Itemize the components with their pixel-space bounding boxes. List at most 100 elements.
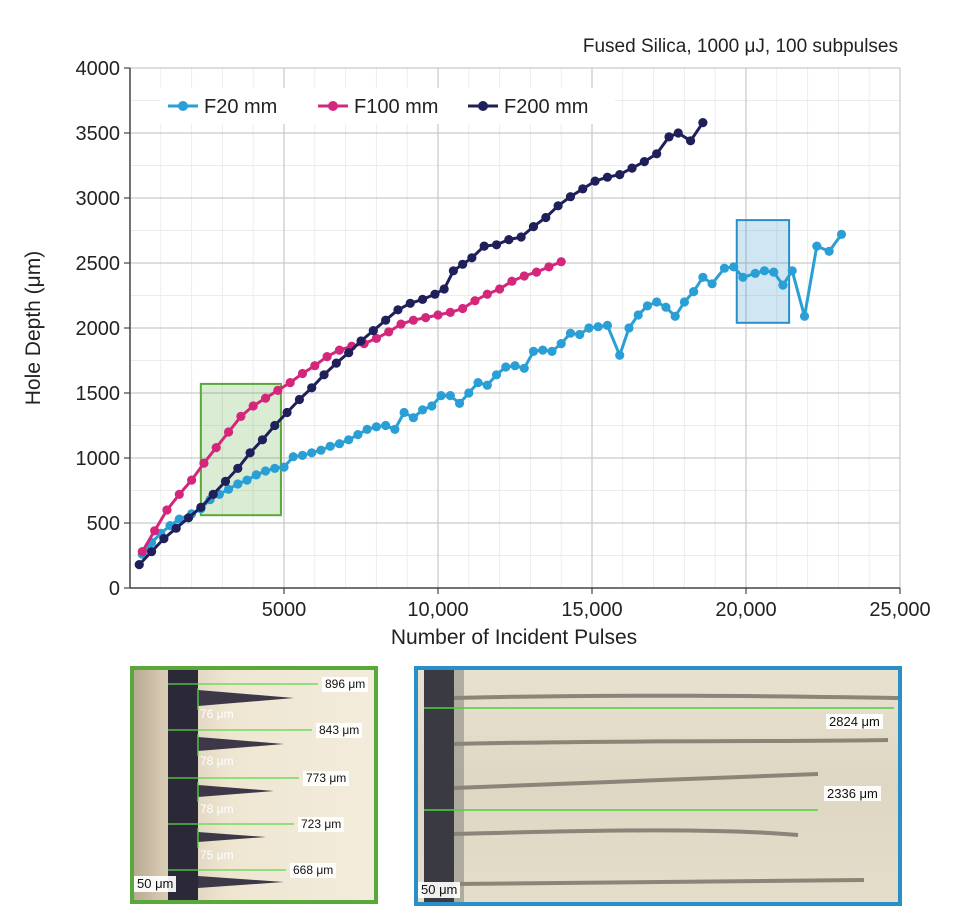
data-point [624,323,634,333]
data-point [159,534,169,544]
data-point [208,489,218,499]
hole-profiles [198,690,294,888]
data-point [578,184,588,194]
data-point [482,289,492,299]
data-point [297,368,308,379]
data-point [307,448,317,458]
x-tick-label: 20,000 [715,599,776,621]
data-point [134,560,144,570]
data-point [673,128,683,138]
data-point [750,268,760,278]
data-point [353,430,363,440]
data-point [371,422,381,432]
data-point [615,350,625,360]
data-point [436,391,446,401]
data-point [470,296,480,306]
data-point [334,345,345,355]
data-point [334,439,345,449]
data-point [473,378,483,388]
data-point [408,315,418,325]
x-tick-label: 15,000 [561,599,622,621]
micrograph-left: 896 μm 843 μm 773 μm 723 μm 668 μm 76 μm… [130,666,378,904]
data-point [393,305,403,315]
data-point [294,394,304,405]
depth-label: 2336 μm [824,786,881,801]
data-point [467,253,477,263]
tick-labels: 5000 10,000 15,000 20,000 25,000 0 500 1000 1500… [76,58,931,621]
data-point [670,311,680,321]
hole-profile [453,772,819,790]
data-point [565,328,576,338]
data-point [464,388,474,398]
data-point [310,361,320,371]
data-point [196,502,206,512]
data-point [223,427,234,437]
data-point [519,363,529,373]
data-point [759,266,770,276]
data-point [288,452,298,462]
data-point [381,420,391,431]
data-point [325,441,335,451]
data-point [322,352,332,362]
data-point [510,361,520,371]
y-tick-label: 1000 [76,448,121,470]
data-point [836,229,847,239]
data-point [528,346,539,356]
legend-label: F20 mm [204,96,277,118]
data-point [584,323,594,333]
y-tick-label: 0 [109,578,120,600]
data-point [187,475,197,485]
data-point [445,391,455,401]
data-point [421,313,431,323]
data-point [698,272,708,282]
data-point [565,192,576,202]
data-point [495,284,505,294]
data-point [664,132,674,142]
data-point [689,287,699,297]
micrograph-right-drawing [424,670,898,902]
data-point [590,176,600,186]
y-tick-label: 2000 [76,318,121,340]
legend-swatch-marker [328,101,338,111]
data-point [270,420,280,431]
data-point [223,484,234,494]
legend-background [160,88,615,124]
data-point [491,240,502,250]
y-tick-label: 500 [87,513,120,535]
data-point [652,297,662,307]
data-point [199,458,209,468]
depth-label: 2824 μm [826,714,883,729]
scale-bar-label: 50 μm [134,876,177,892]
data-point [319,370,329,380]
measure-lines [424,707,894,811]
depth-label: 843 μm [316,723,363,738]
data-point [504,235,514,245]
data-point [627,163,637,173]
width-label: 78 μm [200,754,234,768]
data-point [279,462,289,472]
hole-profile [453,738,889,746]
data-point [307,383,317,393]
chart-title: Fused Silica, 1000 μJ, 100 subpulses [583,36,898,57]
data-point [245,448,255,458]
legend-swatch-marker [178,101,188,111]
data-point [270,463,280,473]
data-point [362,424,372,434]
data-point [458,259,468,269]
data-point [538,345,548,355]
data-point [433,310,443,320]
data-point [162,505,172,515]
data-point [427,401,437,411]
depth-label: 723 μm [298,817,345,832]
data-point [248,401,258,411]
data-point [331,358,341,368]
data-point [384,327,394,337]
data-point [799,311,810,321]
data-point [482,380,492,390]
y-axis-label: Hole Depth (μm) [22,251,45,405]
data-point [787,266,797,276]
hole-profile [453,878,865,886]
legend: F20 mm F100 mm F200 mm [160,88,615,124]
data-point [396,319,406,329]
depth-label: 668 μm [290,863,337,878]
